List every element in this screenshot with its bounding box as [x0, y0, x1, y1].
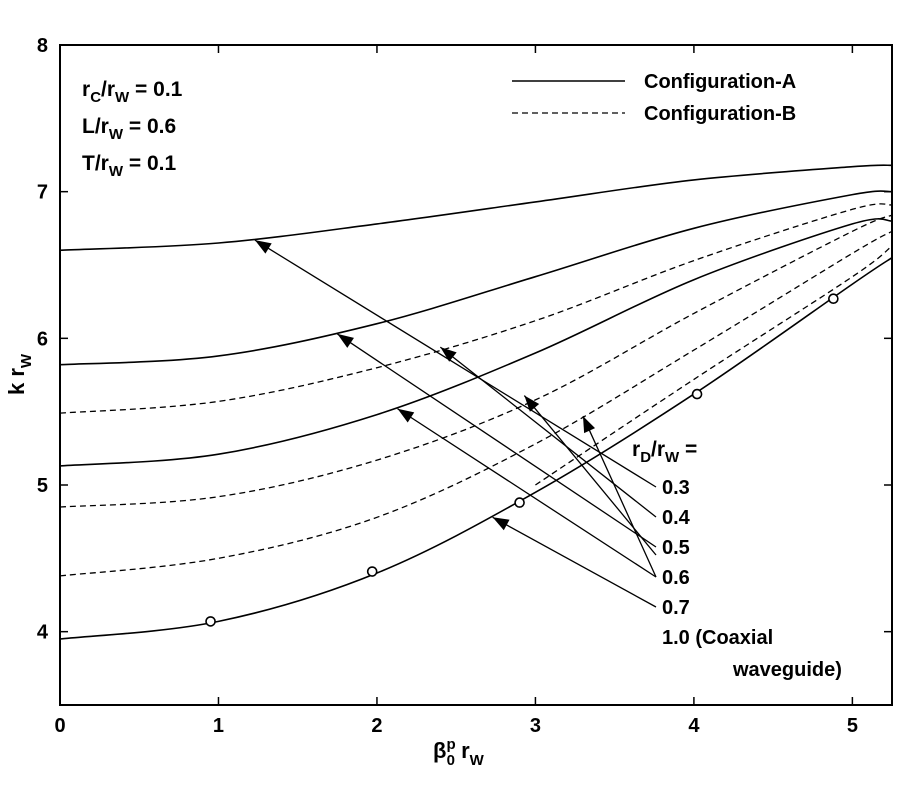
- rd-label-0.5: 0.5: [662, 537, 690, 559]
- param-l-rw: L/rW = 0.6: [82, 115, 176, 143]
- x-tick-label: 2: [371, 715, 382, 737]
- series-config-b-rd-0.5: [59, 214, 893, 508]
- series-config-a-rd-1.0: [59, 257, 893, 640]
- arrow-rd-0.6: [582, 415, 657, 578]
- series-config-a-rd-0.7: [59, 218, 893, 467]
- x-tick-label: 0: [54, 715, 65, 737]
- y-tick-label: 8: [37, 35, 48, 57]
- legend-label-a: Configuration-A: [644, 71, 796, 93]
- y-tick-label: 4: [37, 622, 49, 644]
- marker-layer: [205, 293, 839, 627]
- x-tick-label: 5: [847, 715, 858, 737]
- x-tick-label: 1: [213, 715, 224, 737]
- x-tick-labels: 0 1 2 3 4 5: [54, 715, 858, 737]
- arrow-layer: [254, 239, 657, 608]
- coaxial-marker: [205, 616, 216, 627]
- x-axis-title: βp 0 rW: [433, 736, 485, 769]
- arrow-rd-0.6: [397, 408, 657, 578]
- arrow-rd-0.5: [336, 333, 657, 548]
- coaxial-marker: [514, 497, 525, 508]
- series-layer: [59, 164, 893, 640]
- rd-label-0.6: 0.6: [662, 567, 690, 589]
- y-tick-label: 5: [37, 475, 48, 497]
- plot-frame: [59, 44, 893, 706]
- rd-label-0.7: 0.7: [662, 597, 690, 619]
- x-tick-label: 4: [688, 715, 700, 737]
- coaxial-marker: [691, 388, 703, 400]
- rd-label-1.0: 1.0 (Coaxial: [662, 627, 773, 649]
- coaxial-marker: [828, 293, 839, 305]
- x-tick-label: 3: [530, 715, 541, 737]
- rd-label-waveguide: waveguide): [732, 659, 842, 681]
- y-tick-label: 7: [37, 182, 48, 204]
- y-axis-title: k rW: [4, 353, 35, 395]
- series-config-b-rd-0.6: [59, 230, 893, 577]
- series-config-b-rd-0.7: [535, 245, 893, 486]
- arrow-rd-0.7: [492, 516, 657, 608]
- axis-ticks: [59, 44, 892, 705]
- coaxial-marker: [366, 566, 378, 577]
- rd-label-0.3: 0.3: [662, 477, 690, 499]
- param-t-rw: T/rW = 0.1: [82, 152, 176, 180]
- legend-label-b: Configuration-B: [644, 103, 796, 125]
- y-tick-labels: 4 5 6 7 8: [37, 35, 49, 644]
- legend: Configuration-A Configuration-B: [512, 71, 796, 125]
- param-rc-rw: rC/rW = 0.1: [82, 78, 183, 106]
- series-config-a-rd-0.3: [59, 164, 893, 252]
- series-config-a-rd-0.5: [59, 190, 893, 366]
- series-config-b-rd-0.4: [59, 203, 893, 414]
- arrow-rd-0.4: [439, 346, 657, 518]
- rd-label-0.4: 0.4: [662, 507, 691, 529]
- y-tick-label: 6: [37, 328, 48, 350]
- rd-header: rD/rW =: [632, 438, 697, 466]
- arrow-rd-0.3: [254, 239, 657, 488]
